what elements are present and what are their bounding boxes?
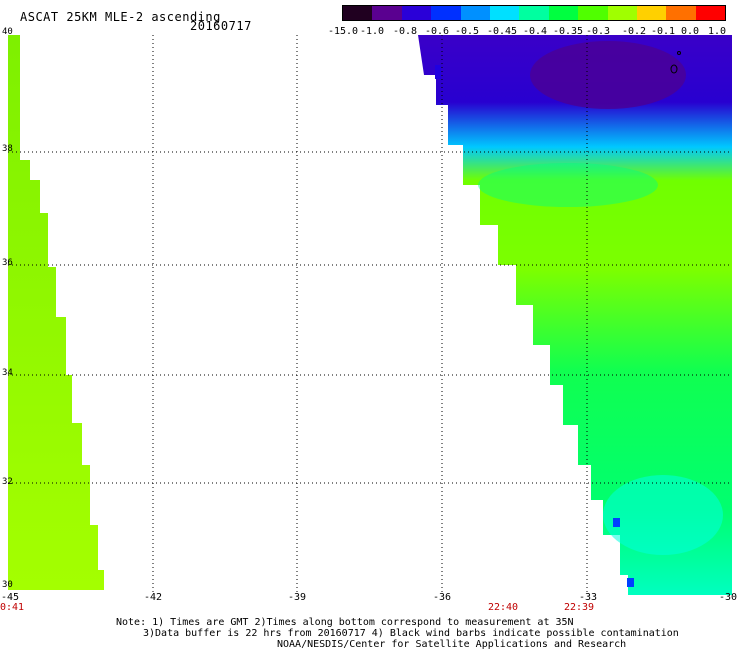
lon-label: -42 xyxy=(143,592,163,603)
lon-label: -39 xyxy=(287,592,307,603)
map-plot xyxy=(8,35,732,595)
swath-west xyxy=(8,35,104,590)
colorbar-label: 0.0 xyxy=(680,26,700,37)
lat-label: 30 xyxy=(2,580,13,590)
colorbar-segment xyxy=(666,6,696,20)
footnote-line: Note: 1) Times are GMT 2)Times along bot… xyxy=(116,617,574,628)
blue-pixel xyxy=(435,65,441,79)
colorbar-label: 1.0 xyxy=(707,26,727,37)
lat-label: 36 xyxy=(2,258,13,268)
lat-label: 32 xyxy=(2,477,13,487)
colorbar-segment xyxy=(695,6,726,20)
footnote-line: 3)Data buffer is 22 hrs from 20160717 4)… xyxy=(143,628,679,639)
lon-label: -36 xyxy=(432,592,452,603)
blue-pixel xyxy=(613,518,620,527)
colorbar-label: -0.2 xyxy=(621,26,647,37)
pass-time-label: 22:39 xyxy=(563,602,595,613)
lat-label: 40 xyxy=(2,27,13,37)
low-score-core xyxy=(530,41,686,109)
colorbar-segment xyxy=(607,6,637,20)
lon-label: -30 xyxy=(718,592,738,603)
colorbar-label: -0.45 xyxy=(486,26,518,37)
contour-marker xyxy=(677,51,681,55)
colorbar xyxy=(342,5,726,21)
lat-label: 38 xyxy=(2,144,13,154)
colorbar-label: -0.3 xyxy=(585,26,611,37)
lon-label: -33 xyxy=(578,592,598,603)
colorbar-segment xyxy=(460,6,490,20)
swath-east xyxy=(418,35,732,595)
colorbar-label: -0.8 xyxy=(392,26,418,37)
product-title: ASCAT 25KM MLE-2 ascending xyxy=(20,10,221,24)
cyan-patch xyxy=(603,475,723,555)
graticule xyxy=(8,35,732,595)
colorbar-label: -0.5 xyxy=(454,26,480,37)
colorbar-segment xyxy=(401,6,432,20)
colorbar-segment xyxy=(519,6,549,20)
footnote-line: NOAA/NESDIS/Center for Satellite Applica… xyxy=(277,639,627,650)
contour-marker xyxy=(670,64,678,74)
colorbar-segment xyxy=(343,6,373,20)
colorbar-label: -0.6 xyxy=(424,26,450,37)
blue-pixel xyxy=(627,578,634,587)
colorbar-segment xyxy=(636,6,667,20)
colorbar-segment xyxy=(548,6,579,20)
pass-time-label: 22:40 xyxy=(487,602,519,613)
colorbar-segment xyxy=(372,6,402,20)
pass-time-label: 0:41 xyxy=(0,602,25,613)
colorbar-segment xyxy=(431,6,461,20)
colorbar-segment xyxy=(578,6,608,20)
product-date: 20160717 xyxy=(190,19,252,33)
colorbar-label: -0.4 xyxy=(522,26,548,37)
lon-label: -45 xyxy=(0,592,20,603)
lat-label: 34 xyxy=(2,368,13,378)
colorbar-label: -1.0 xyxy=(359,26,385,37)
cyan-patch xyxy=(478,163,658,207)
colorbar-label: -0.1 xyxy=(650,26,676,37)
colorbar-label: -0.35 xyxy=(552,26,584,37)
colorbar-segment xyxy=(489,6,520,20)
colorbar-label: -15.0 xyxy=(327,26,359,37)
